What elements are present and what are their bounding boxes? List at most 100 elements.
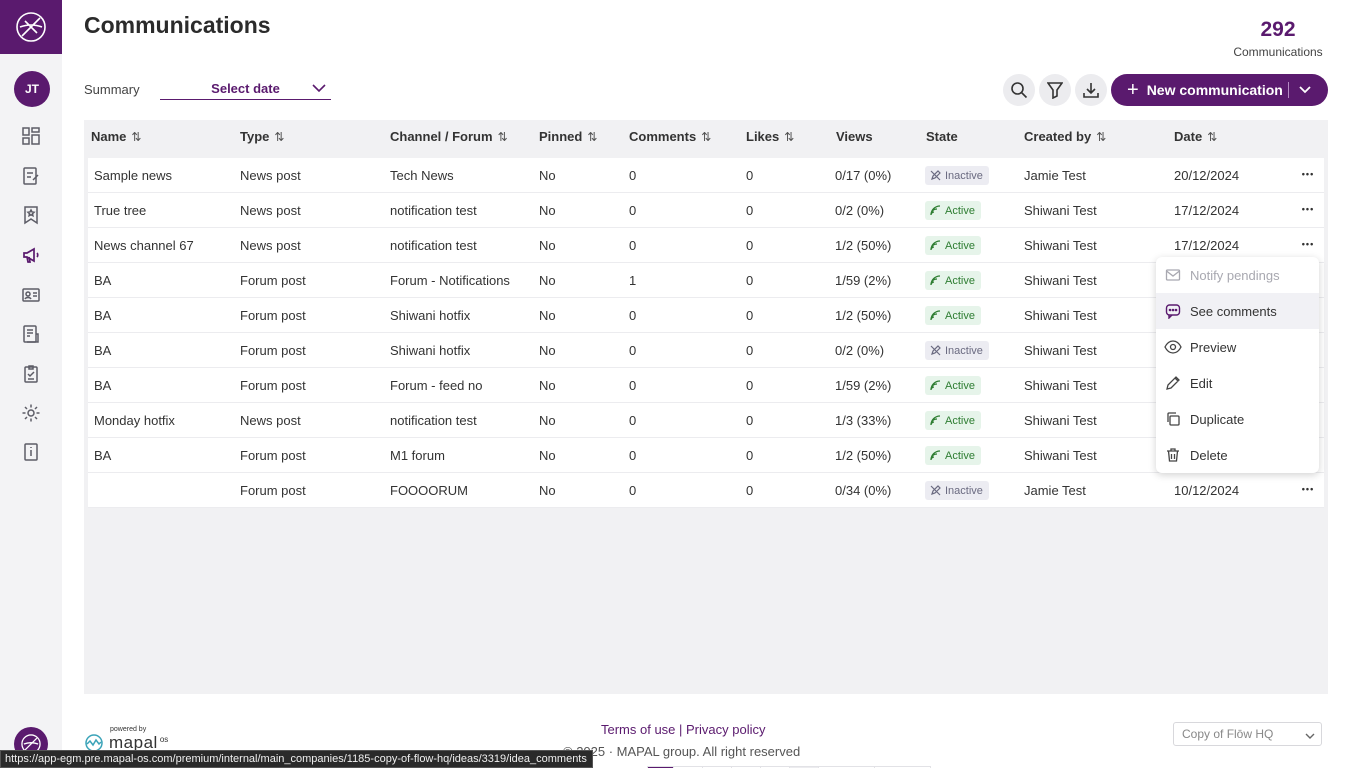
cell-type: Forum post xyxy=(240,483,306,498)
bookmark-star-icon[interactable] xyxy=(19,203,43,227)
table-row[interactable]: News channel 67 News post notification tes… xyxy=(88,228,1324,263)
cell-date: 20/12/2024 xyxy=(1174,168,1240,183)
cell-name: True tree xyxy=(94,203,147,218)
menu-item-delete[interactable]: Delete xyxy=(1156,437,1319,473)
cell-type: News post xyxy=(240,203,301,218)
menu-item-label: See comments xyxy=(1190,303,1277,319)
row-context-menu: Notify pendings See comments Preview Edit Du… xyxy=(1156,257,1319,473)
report-icon[interactable] xyxy=(19,322,43,346)
more-options-icon[interactable]: ••• xyxy=(1301,239,1315,249)
cell-name: Monday hotfix xyxy=(94,413,175,428)
cell-channel: M1 forum xyxy=(390,448,445,463)
column-header[interactable]: Comments ⇅ xyxy=(629,129,711,144)
cell-channel: notification test xyxy=(390,413,477,428)
more-options-icon[interactable]: ••• xyxy=(1301,484,1315,494)
sort-icon[interactable]: ⇅ xyxy=(1207,129,1218,144)
column-header[interactable]: Channel / Forum ⇅ xyxy=(390,129,508,144)
info-icon[interactable] xyxy=(19,440,43,464)
table-row[interactable]: True tree News post notification test No 0 0 0… xyxy=(88,193,1324,228)
footer-links[interactable]: Terms of use | Privacy policy xyxy=(601,722,766,737)
table-header: Name ⇅ Type ⇅ Channel / Forum ⇅ Pinned ⇅ Comment… xyxy=(84,120,1328,152)
sort-icon[interactable]: ⇅ xyxy=(497,129,508,144)
table-row[interactable]: BA Forum post Forum - Notifications No 1 0 1/5… xyxy=(88,263,1324,298)
column-header[interactable]: Type ⇅ xyxy=(240,129,284,144)
cell-likes: 0 xyxy=(746,483,754,498)
column-header[interactable]: Likes ⇅ xyxy=(746,129,794,144)
table-row[interactable]: Forum post FOOOORUM No 0 0 0/34 (0%) Jamie Tes… xyxy=(88,473,1324,508)
checklist-icon[interactable] xyxy=(19,362,43,386)
column-header[interactable]: Name ⇅ xyxy=(91,129,141,144)
pencil-slash-icon xyxy=(930,170,941,181)
cell-views: 0/17 (0%) xyxy=(835,168,892,183)
more-options-icon[interactable]: ••• xyxy=(1301,169,1315,179)
new-communication-button[interactable]: + New communication xyxy=(1111,74,1328,106)
menu-item-label: Edit xyxy=(1190,375,1213,391)
cell-views: 1/2 (50%) xyxy=(835,238,892,253)
cell-pinned: No xyxy=(539,378,556,393)
cell-channel: Shiwani hotfix xyxy=(390,343,471,358)
status-badge: Active xyxy=(925,376,981,395)
table-row[interactable]: BA Forum post Shiwani hotfix No 0 0 1/2 (50%) S… xyxy=(88,298,1324,333)
megaphone-icon[interactable] xyxy=(19,243,43,267)
cell-likes: 0 xyxy=(746,273,754,288)
table-row[interactable]: Sample news News post Tech News No 0 0 0/17 (0… xyxy=(88,158,1324,193)
table-row[interactable]: BA Forum post M1 forum No 0 0 1/2 (50%) Shiwani… xyxy=(88,438,1324,473)
chevron-down-icon xyxy=(311,81,327,98)
globe-icon xyxy=(16,12,46,42)
status-badge: Active xyxy=(925,306,981,325)
status-badge: Active xyxy=(925,446,981,465)
column-header[interactable]: Pinned ⇅ xyxy=(539,129,597,144)
table-row[interactable]: Monday hotfix News post notification test N… xyxy=(88,403,1324,438)
menu-item-label: Notify pendings xyxy=(1190,267,1280,283)
column-header[interactable]: Created by ⇅ xyxy=(1024,129,1106,144)
column-header[interactable]: Date ⇅ xyxy=(1174,129,1217,144)
date-select[interactable]: Select date xyxy=(160,78,331,100)
filter-icon xyxy=(1047,82,1063,99)
more-options-icon[interactable]: ••• xyxy=(1301,204,1315,214)
edit-document-icon[interactable] xyxy=(19,164,43,188)
cell-created-by: Shiwani Test xyxy=(1024,378,1097,393)
cell-views: 0/2 (0%) xyxy=(835,343,885,358)
status-badge: Inactive xyxy=(925,341,989,360)
status-badge-label: Active xyxy=(945,449,975,462)
search-button[interactable] xyxy=(1003,74,1035,106)
sort-icon[interactable]: ⇅ xyxy=(784,129,795,144)
sort-icon[interactable]: ⇅ xyxy=(274,129,285,144)
sort-icon[interactable]: ⇅ xyxy=(701,129,712,144)
cell-comments: 0 xyxy=(629,483,637,498)
menu-item-preview[interactable]: Preview xyxy=(1156,329,1319,365)
cell-comments: 0 xyxy=(629,378,637,393)
sort-icon[interactable]: ⇅ xyxy=(587,129,598,144)
settings-gear-icon[interactable] xyxy=(19,401,43,425)
cell-name: BA xyxy=(94,308,112,323)
user-avatar[interactable]: JT xyxy=(14,71,50,107)
duplicate-icon xyxy=(1164,410,1182,428)
menu-item-see-comments[interactable]: See comments xyxy=(1156,293,1319,329)
cell-comments: 0 xyxy=(629,203,637,218)
table-row[interactable]: BA Forum post Shiwani hotfix No 0 0 0/2 (0%) Sh… xyxy=(88,333,1324,368)
date-select-label: Select date xyxy=(211,81,280,96)
cell-comments: 0 xyxy=(629,168,637,183)
menu-item-label: Delete xyxy=(1190,447,1228,463)
cell-comments: 0 xyxy=(629,308,637,323)
sort-icon[interactable]: ⇅ xyxy=(131,129,142,144)
copyright: © 2025 · MAPAL group. All right reserved xyxy=(563,744,801,759)
filter-button[interactable] xyxy=(1039,74,1071,106)
cell-pinned: No xyxy=(539,343,556,358)
sort-icon[interactable]: ⇅ xyxy=(1096,129,1107,144)
table-row[interactable]: BA Forum post Forum - feed no No 0 0 1/59 (2%)… xyxy=(88,368,1324,403)
dashboard-icon[interactable] xyxy=(19,124,43,148)
column-header-label: Pinned xyxy=(539,129,583,144)
company-select[interactable]: Copy of Flōw HQ xyxy=(1173,722,1322,746)
menu-item-duplicate[interactable]: Duplicate xyxy=(1156,401,1319,437)
cell-pinned: No xyxy=(539,413,556,428)
comment-icon xyxy=(1164,302,1182,320)
status-badge-label: Active xyxy=(945,309,975,322)
id-card-icon[interactable] xyxy=(19,283,43,307)
menu-item-edit[interactable]: Edit xyxy=(1156,365,1319,401)
download-button[interactable] xyxy=(1075,74,1107,106)
status-badge-label: Inactive xyxy=(945,169,983,182)
cell-type: Forum post xyxy=(240,308,306,323)
brand-logo[interactable] xyxy=(0,0,62,54)
chevron-down-icon[interactable] xyxy=(1298,83,1312,100)
